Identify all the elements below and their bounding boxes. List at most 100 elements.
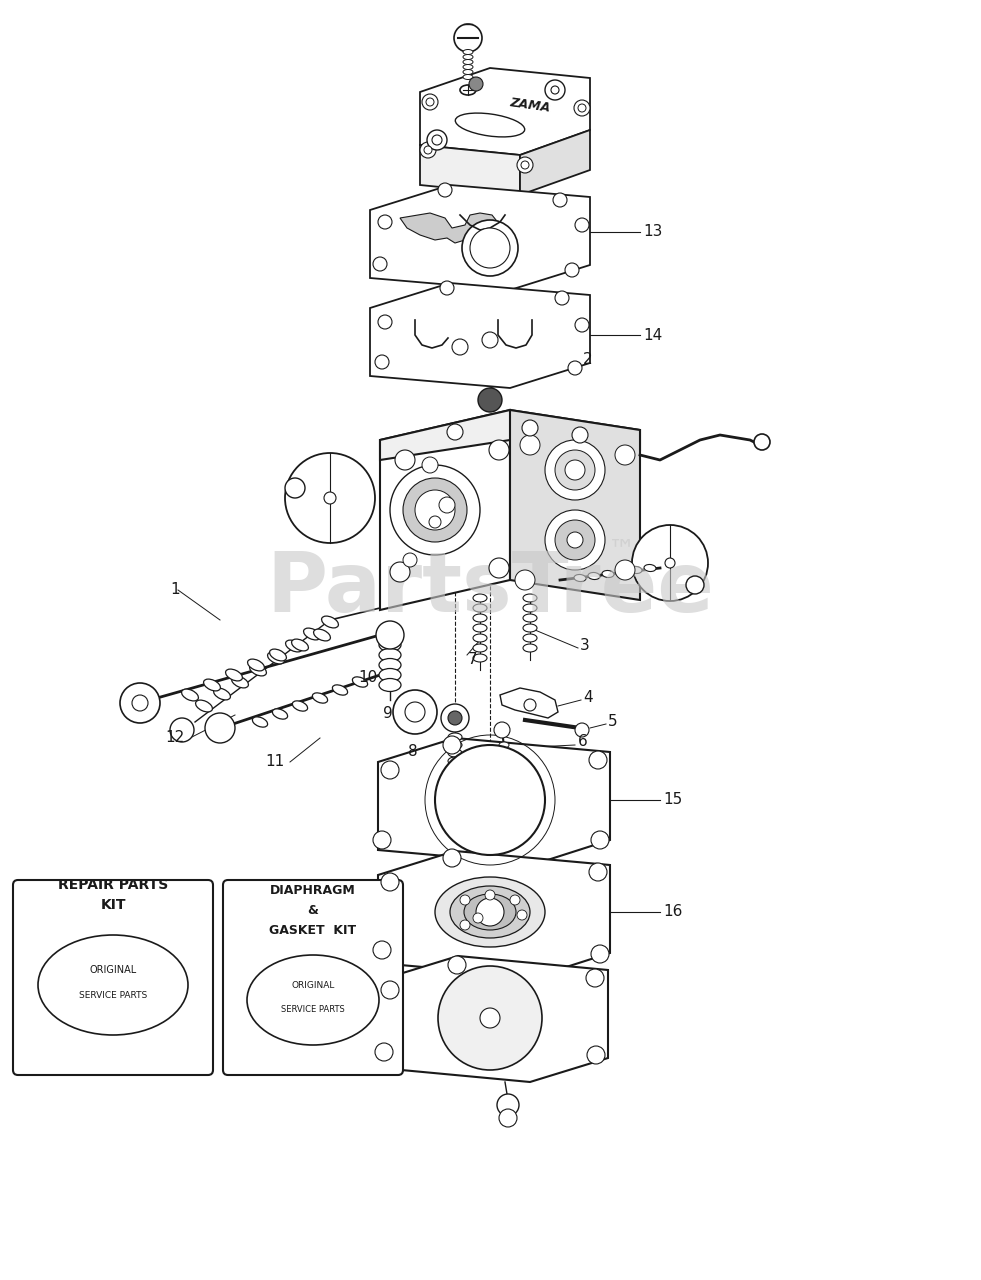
Text: 14: 14 — [643, 328, 662, 343]
Circle shape — [754, 434, 770, 451]
Circle shape — [460, 895, 470, 905]
Circle shape — [415, 490, 455, 530]
Ellipse shape — [499, 742, 509, 748]
Text: 15: 15 — [663, 792, 682, 808]
Circle shape — [469, 77, 483, 91]
Ellipse shape — [460, 84, 476, 95]
Circle shape — [524, 699, 536, 710]
Text: 9: 9 — [383, 707, 392, 722]
Ellipse shape — [333, 685, 347, 695]
Circle shape — [170, 718, 194, 742]
Circle shape — [438, 966, 542, 1070]
Text: ORIGINAL: ORIGINAL — [291, 980, 335, 989]
Ellipse shape — [523, 623, 537, 632]
Polygon shape — [378, 851, 610, 977]
Circle shape — [553, 193, 567, 207]
Circle shape — [473, 913, 483, 923]
Ellipse shape — [448, 741, 462, 749]
Ellipse shape — [499, 749, 509, 755]
Circle shape — [439, 497, 455, 513]
Ellipse shape — [602, 571, 614, 577]
Circle shape — [545, 79, 565, 100]
Polygon shape — [420, 68, 590, 155]
Circle shape — [373, 831, 391, 849]
Circle shape — [587, 1046, 605, 1064]
Circle shape — [285, 477, 305, 498]
Ellipse shape — [463, 64, 473, 69]
Circle shape — [615, 561, 635, 580]
Ellipse shape — [473, 644, 487, 652]
Circle shape — [429, 516, 441, 527]
Text: 11: 11 — [265, 754, 284, 769]
Ellipse shape — [450, 886, 530, 938]
Circle shape — [499, 1108, 517, 1126]
Ellipse shape — [379, 668, 401, 681]
Circle shape — [426, 99, 434, 106]
Circle shape — [545, 509, 605, 570]
Ellipse shape — [523, 594, 537, 602]
Text: SERVICE PARTS: SERVICE PARTS — [78, 992, 147, 1001]
Ellipse shape — [463, 55, 473, 59]
Ellipse shape — [448, 733, 462, 741]
Circle shape — [545, 440, 605, 500]
Ellipse shape — [285, 640, 302, 652]
Circle shape — [443, 849, 461, 867]
Circle shape — [432, 134, 442, 145]
Text: PartsTree: PartsTree — [267, 548, 714, 630]
Circle shape — [522, 420, 538, 436]
Text: SERVICE PARTS: SERVICE PARTS — [282, 1006, 345, 1015]
Circle shape — [591, 831, 609, 849]
Ellipse shape — [523, 604, 537, 612]
Text: 7: 7 — [468, 653, 478, 667]
Polygon shape — [420, 145, 520, 195]
Polygon shape — [510, 410, 640, 600]
Ellipse shape — [291, 639, 308, 652]
Circle shape — [393, 690, 437, 733]
FancyBboxPatch shape — [13, 881, 213, 1075]
Circle shape — [427, 131, 447, 150]
Polygon shape — [370, 186, 590, 291]
Circle shape — [447, 424, 463, 440]
Text: KIT: KIT — [100, 899, 126, 911]
Circle shape — [551, 86, 559, 93]
Ellipse shape — [616, 568, 628, 576]
Text: 8: 8 — [408, 745, 418, 759]
Ellipse shape — [247, 659, 265, 671]
Circle shape — [462, 220, 518, 276]
Circle shape — [574, 100, 590, 116]
Ellipse shape — [473, 594, 487, 602]
Text: 6: 6 — [578, 735, 588, 750]
Circle shape — [470, 228, 510, 268]
Circle shape — [520, 435, 540, 454]
Circle shape — [517, 157, 533, 173]
Circle shape — [420, 142, 436, 157]
Circle shape — [435, 745, 545, 855]
Circle shape — [555, 291, 569, 305]
Circle shape — [381, 980, 399, 998]
Ellipse shape — [352, 677, 368, 687]
Ellipse shape — [292, 701, 308, 712]
Ellipse shape — [268, 652, 284, 664]
Circle shape — [476, 899, 504, 925]
Ellipse shape — [232, 676, 248, 687]
Circle shape — [572, 428, 588, 443]
Ellipse shape — [214, 689, 231, 700]
Ellipse shape — [463, 69, 473, 74]
Circle shape — [565, 460, 585, 480]
Ellipse shape — [322, 616, 338, 628]
Circle shape — [378, 215, 392, 229]
Ellipse shape — [473, 604, 487, 612]
Ellipse shape — [379, 639, 401, 652]
Circle shape — [494, 722, 510, 739]
Circle shape — [615, 445, 635, 465]
Ellipse shape — [270, 649, 286, 660]
Text: 1: 1 — [170, 582, 180, 598]
Circle shape — [424, 146, 432, 154]
Circle shape — [575, 218, 589, 232]
Circle shape — [632, 525, 708, 602]
Ellipse shape — [523, 634, 537, 643]
Circle shape — [448, 956, 466, 974]
Text: ZAMA: ZAMA — [509, 96, 551, 114]
Ellipse shape — [473, 623, 487, 632]
Text: 2: 2 — [583, 352, 593, 367]
